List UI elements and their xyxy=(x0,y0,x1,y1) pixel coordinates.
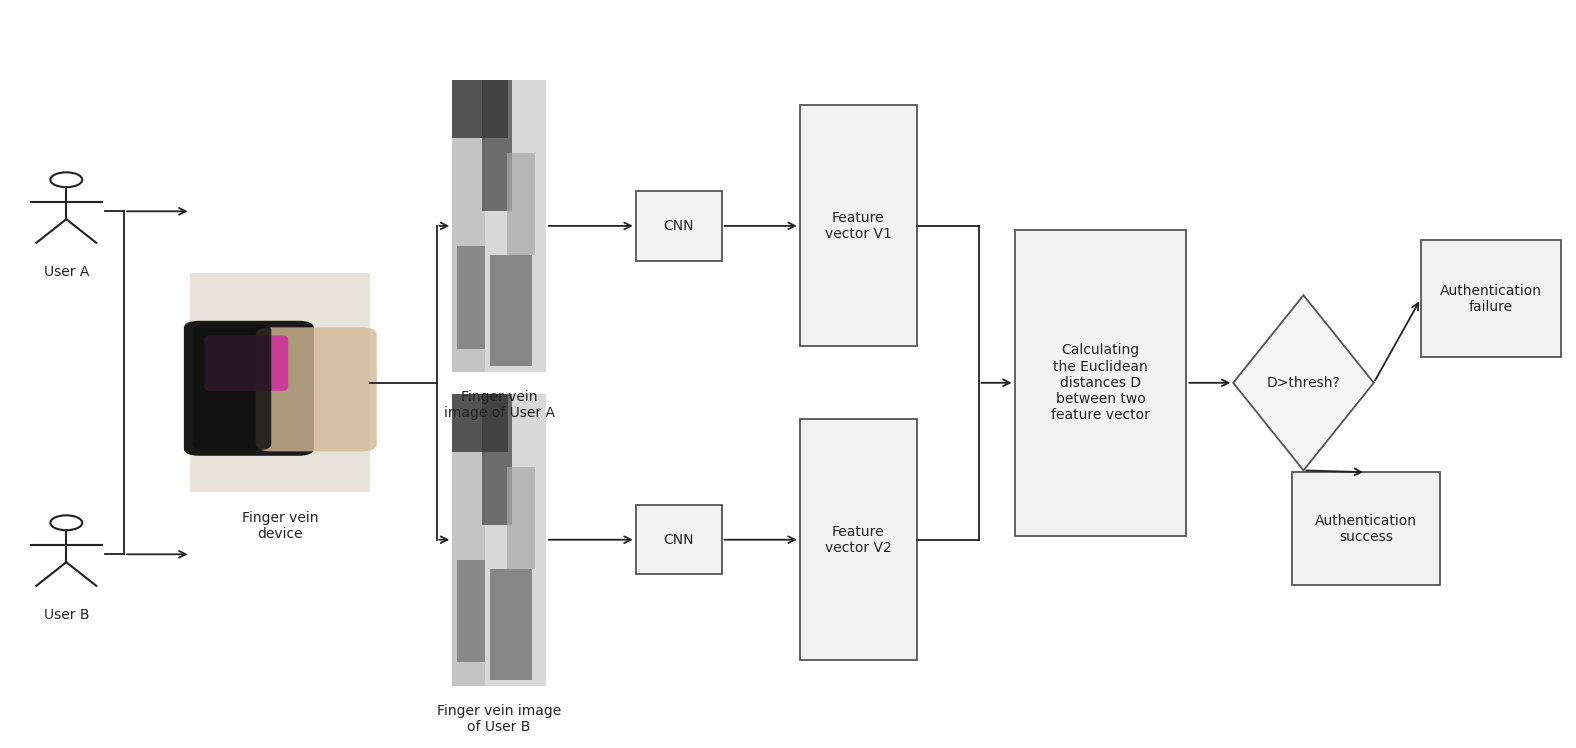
Text: CNN: CNN xyxy=(663,219,693,233)
FancyBboxPatch shape xyxy=(452,80,509,138)
FancyBboxPatch shape xyxy=(452,393,485,686)
Text: Feature
vector V2: Feature vector V2 xyxy=(824,524,892,555)
FancyBboxPatch shape xyxy=(635,191,722,260)
Text: Feature
vector V1: Feature vector V1 xyxy=(824,211,892,241)
FancyBboxPatch shape xyxy=(490,255,531,366)
Text: CNN: CNN xyxy=(663,533,693,547)
FancyBboxPatch shape xyxy=(452,393,545,686)
FancyBboxPatch shape xyxy=(452,80,545,372)
Text: Calculating
the Euclidean
distances D
between two
feature vector: Calculating the Euclidean distances D be… xyxy=(1051,343,1150,422)
FancyBboxPatch shape xyxy=(482,393,512,525)
Text: User B: User B xyxy=(44,607,90,622)
FancyBboxPatch shape xyxy=(635,505,722,574)
FancyBboxPatch shape xyxy=(191,273,370,492)
FancyBboxPatch shape xyxy=(452,80,485,372)
FancyBboxPatch shape xyxy=(192,325,271,450)
FancyBboxPatch shape xyxy=(184,321,314,456)
FancyBboxPatch shape xyxy=(1420,241,1562,358)
FancyBboxPatch shape xyxy=(799,105,917,346)
FancyBboxPatch shape xyxy=(452,393,509,452)
FancyBboxPatch shape xyxy=(255,328,377,451)
FancyBboxPatch shape xyxy=(799,420,917,660)
FancyBboxPatch shape xyxy=(457,246,485,349)
FancyBboxPatch shape xyxy=(1292,472,1440,586)
FancyBboxPatch shape xyxy=(506,467,534,569)
FancyBboxPatch shape xyxy=(490,569,531,680)
FancyBboxPatch shape xyxy=(457,560,485,662)
Text: Finger vein image
of User B: Finger vein image of User B xyxy=(437,704,561,734)
FancyBboxPatch shape xyxy=(506,153,534,255)
Polygon shape xyxy=(1232,295,1374,470)
Text: D>thresh?: D>thresh? xyxy=(1267,375,1340,390)
Text: Authentication
failure: Authentication failure xyxy=(1440,283,1541,314)
Text: Finger vein
device: Finger vein device xyxy=(243,511,318,541)
FancyBboxPatch shape xyxy=(1015,230,1187,536)
Text: Authentication
success: Authentication success xyxy=(1314,514,1417,544)
Text: Finger vein
image of User A: Finger vein image of User A xyxy=(443,390,555,420)
FancyBboxPatch shape xyxy=(482,80,512,211)
FancyBboxPatch shape xyxy=(205,335,288,391)
Text: User A: User A xyxy=(44,265,88,278)
